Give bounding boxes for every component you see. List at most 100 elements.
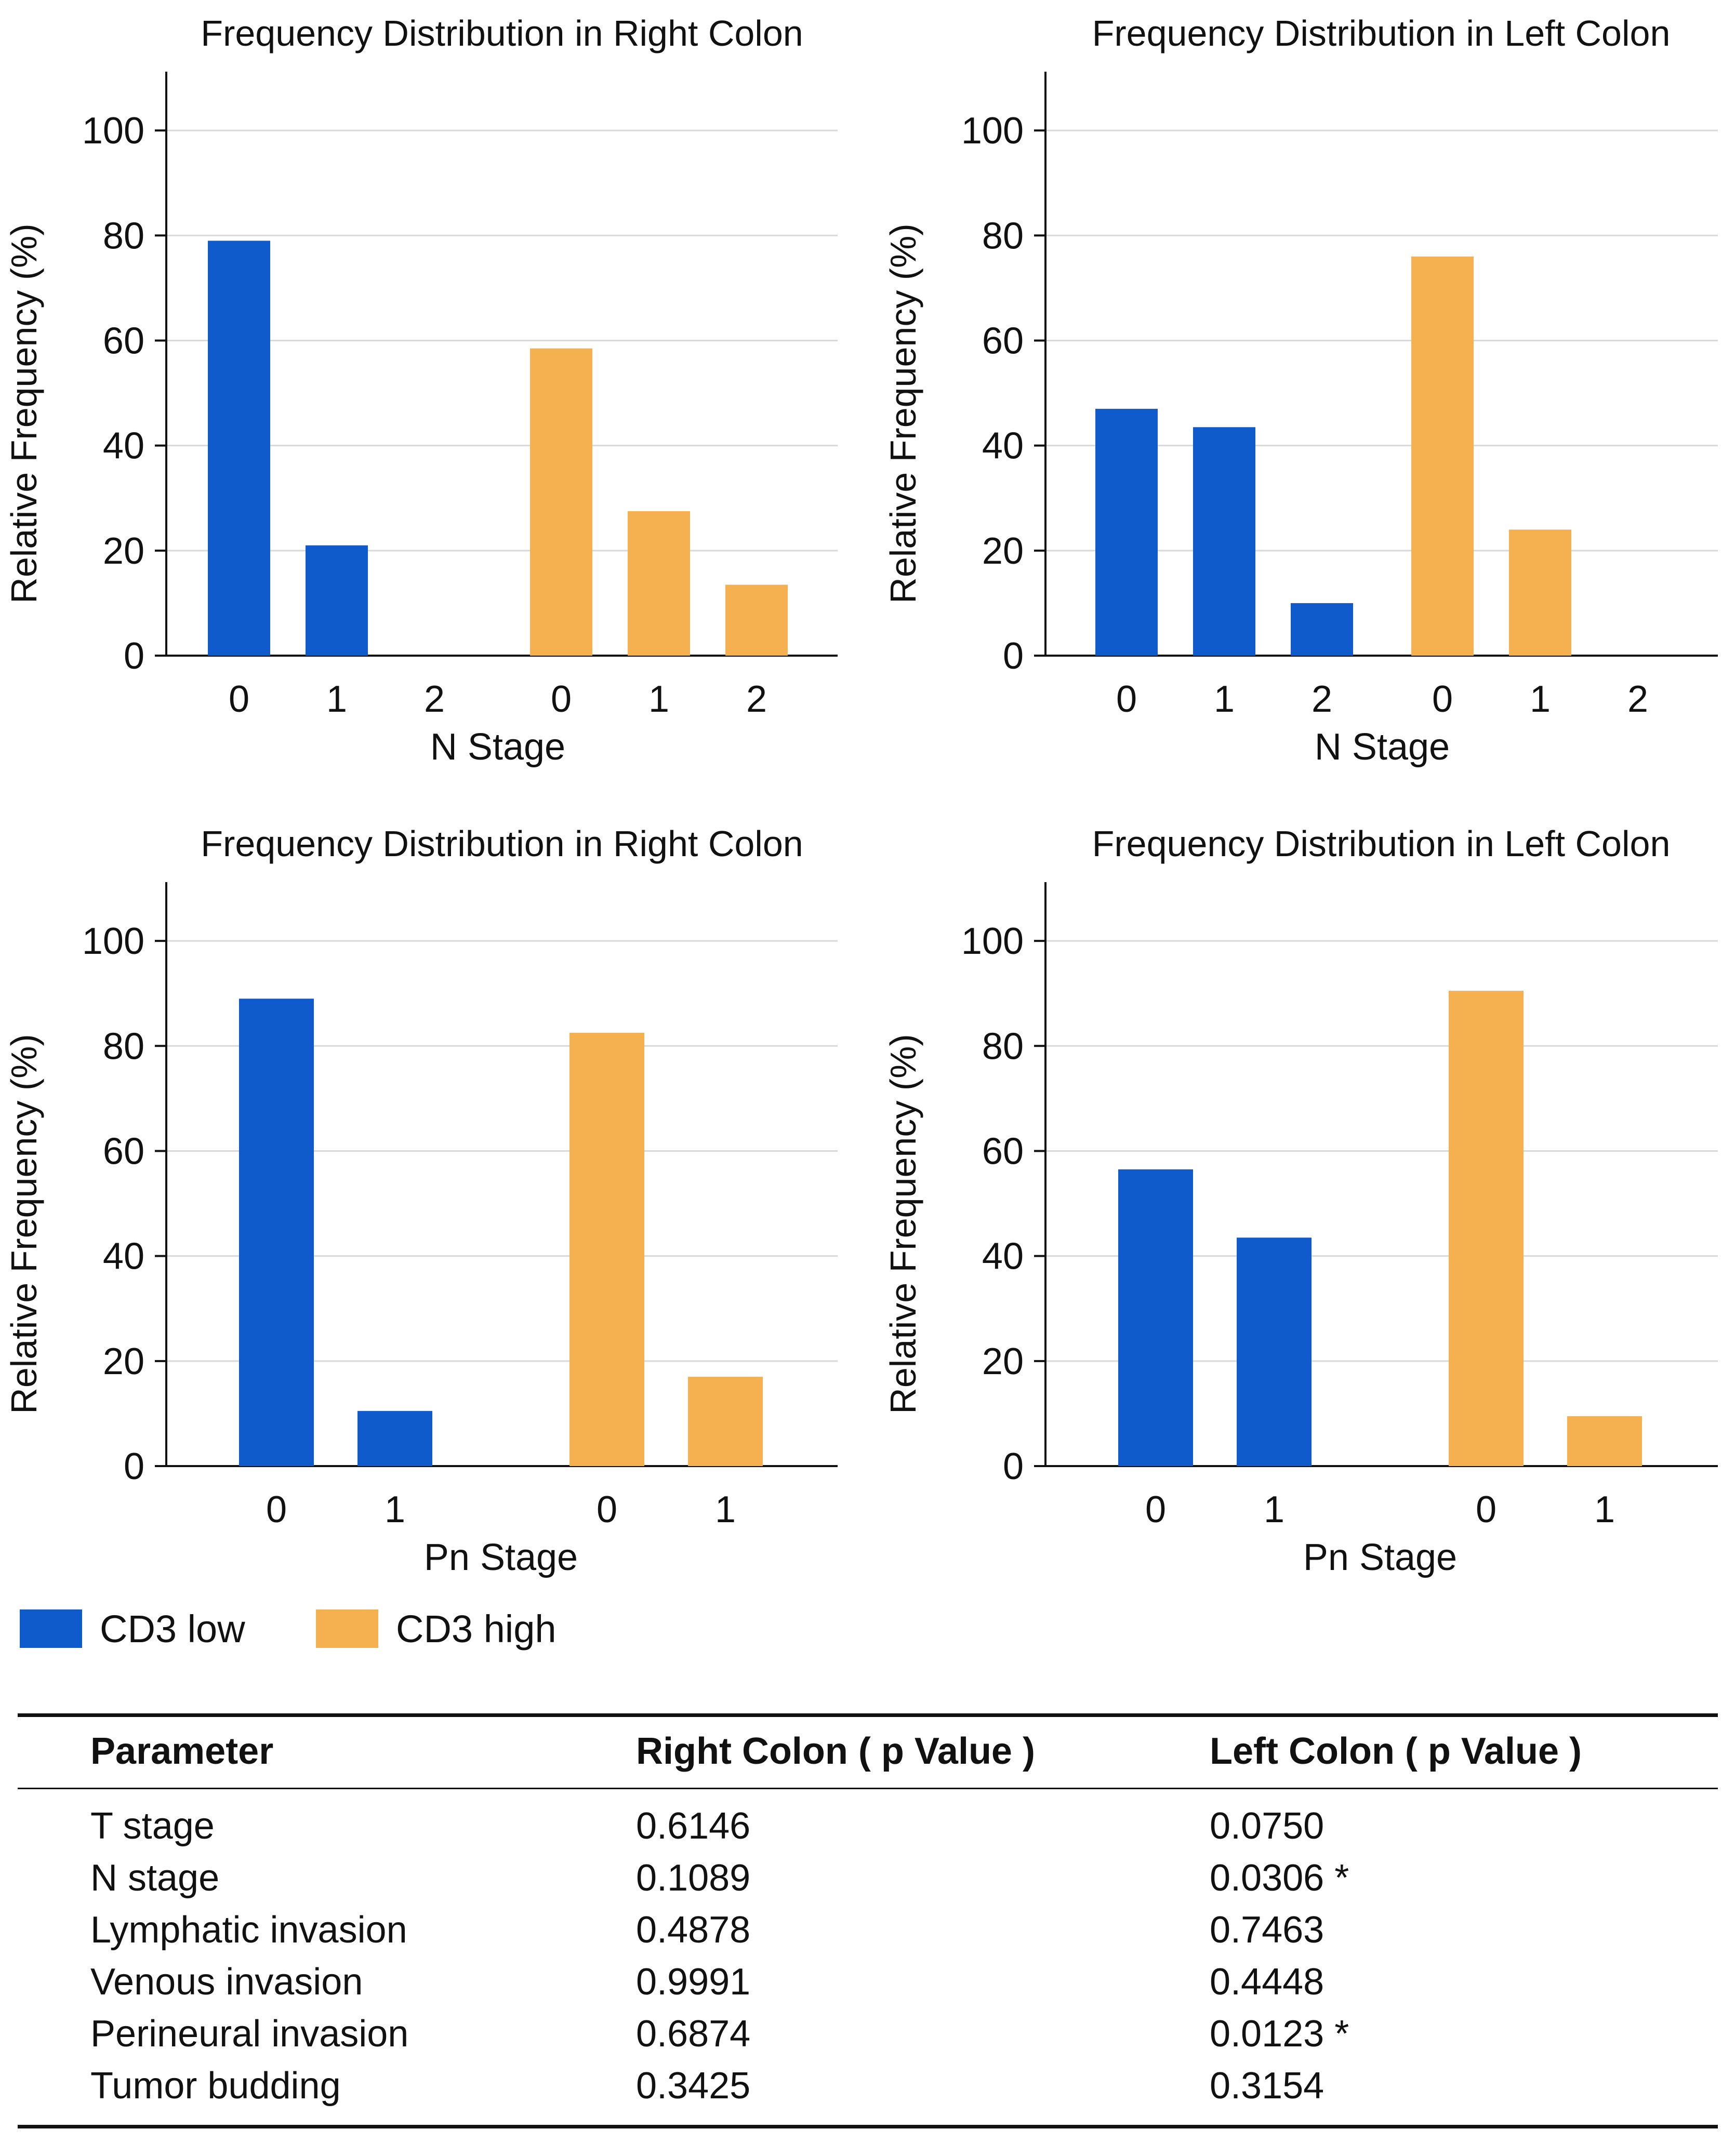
panel-4-bar-cd3-low-1 xyxy=(1237,1237,1312,1466)
panel-2-bar-cd3-low-2 xyxy=(1291,603,1353,656)
panel-1-bar-cd3-low-0 xyxy=(208,241,270,656)
panel-3-chart-title: Frequency Distribution in Right Colon xyxy=(201,823,803,864)
row-5-left: 0.0123 * xyxy=(1210,2013,1349,2055)
legend-item-cd3-high: CD3 high xyxy=(316,1607,557,1651)
panel-2-y-tick-label-100: 100 xyxy=(961,110,1024,152)
row-3-parameter: Lymphatic invasion xyxy=(90,1909,407,1951)
row-1-left: 0.0750 xyxy=(1210,1805,1325,1847)
panel-1-y-tick-label-0: 0 xyxy=(124,635,144,677)
panel-4-y-tick-label-20: 20 xyxy=(982,1341,1024,1382)
header-left-colon: Left Colon ( p Value ) xyxy=(1210,1731,1582,1772)
panel-3-x-tick-label-cd3-high-1: 1 xyxy=(715,1489,736,1531)
panel-2-y-tick-label-0: 0 xyxy=(1003,635,1024,677)
panel-3-x-tick-label-cd3-low-1: 1 xyxy=(385,1489,405,1531)
charts-area: Frequency Distribution in Right Colon020… xyxy=(4,13,1718,1578)
panel-2-chart-title: Frequency Distribution in Left Colon xyxy=(1092,13,1671,54)
panel-3-bar-cd3-low-0 xyxy=(239,999,314,1466)
panel-3-bar-cd3-high-1 xyxy=(688,1377,763,1466)
panel-2-y-tick-label-80: 80 xyxy=(982,215,1024,257)
row-4-parameter: Venous invasion xyxy=(90,1961,363,2003)
panel-4-bar-cd3-high-0 xyxy=(1449,991,1524,1466)
panel-4-y-tick-label-40: 40 xyxy=(982,1236,1024,1277)
row-1-right: 0.6146 xyxy=(636,1805,751,1847)
panel-2-y-tick-label-60: 60 xyxy=(982,320,1024,362)
panel-1-x-tick-label-cd3-low-0: 0 xyxy=(229,678,249,720)
panel-4-y-tick-label-0: 0 xyxy=(1003,1446,1024,1487)
panel-4-y-tick-label-60: 60 xyxy=(982,1130,1024,1172)
panel-1-x-tick-label-cd3-high-0: 0 xyxy=(551,678,572,720)
panel-3-bar-cd3-low-1 xyxy=(357,1410,432,1466)
row-5-parameter: Perineural invasion xyxy=(90,2013,409,2055)
panel-3-y-axis-label: Relative Frequency (%) xyxy=(4,1034,44,1414)
table-header-rule xyxy=(18,1788,1718,1789)
panel-3-y-tick-label-60: 60 xyxy=(103,1130,144,1172)
legend-label-cd3-low: CD3 low xyxy=(100,1607,245,1651)
panel-1-x-tick-label-cd3-high-2: 2 xyxy=(746,678,767,720)
row-3-left: 0.7463 xyxy=(1210,1909,1325,1951)
row-2-left: 0.0306 * xyxy=(1210,1857,1349,1899)
row-5-right: 0.6874 xyxy=(636,2013,751,2055)
panel-3-bar-cd3-high-0 xyxy=(569,1033,644,1466)
table-top-rule xyxy=(18,1713,1718,1717)
panel-4-x-axis-label: Pn Stage xyxy=(1303,1537,1457,1578)
panel-1-x-tick-label-cd3-high-1: 1 xyxy=(648,678,669,720)
panel-1-bar-cd3-high-1 xyxy=(628,511,690,656)
panel-4-chart-title: Frequency Distribution in Left Colon xyxy=(1092,823,1671,864)
row-1-parameter: T stage xyxy=(90,1805,215,1847)
panel-1-chart-title: Frequency Distribution in Right Colon xyxy=(201,13,803,54)
legend-swatch-cd3-low xyxy=(20,1609,82,1648)
header-right-colon: Right Colon ( p Value ) xyxy=(636,1731,1035,1772)
panel-4-x-tick-label-cd3-low-0: 0 xyxy=(1145,1489,1166,1531)
panel-2-x-tick-label-cd3-high-1: 1 xyxy=(1530,678,1551,720)
panel-4-x-tick-label-cd3-low-1: 1 xyxy=(1264,1489,1284,1531)
panel-2-bar-cd3-high-1 xyxy=(1509,529,1571,656)
panel-4-y-axis-label: Relative Frequency (%) xyxy=(883,1034,923,1414)
panel-4-y-tick-label-100: 100 xyxy=(961,921,1024,962)
panel-4-bar-cd3-low-0 xyxy=(1118,1169,1193,1466)
panel-1-bar-cd3-low-1 xyxy=(306,545,368,656)
row-3-right: 0.4878 xyxy=(636,1909,751,1951)
panel-2-y-tick-label-40: 40 xyxy=(982,425,1024,467)
panel-4-bar-cd3-high-1 xyxy=(1567,1416,1642,1466)
row-2-right: 0.1089 xyxy=(636,1857,751,1899)
legend-swatch-cd3-high xyxy=(316,1609,378,1648)
panel-4-x-tick-label-cd3-high-0: 0 xyxy=(1476,1489,1496,1531)
row-2-parameter: N stage xyxy=(90,1857,220,1899)
panel-1-bar-cd3-high-2 xyxy=(725,584,788,656)
panel-2-bar-cd3-low-1 xyxy=(1193,427,1255,656)
panel-1-y-axis-label: Relative Frequency (%) xyxy=(4,223,44,603)
panel-2-y-axis-label: Relative Frequency (%) xyxy=(883,223,923,603)
panel-3-x-tick-label-cd3-low-0: 0 xyxy=(266,1489,287,1531)
panel-1-y-tick-label-60: 60 xyxy=(103,320,144,362)
panel-3-x-axis-label: Pn Stage xyxy=(424,1537,578,1578)
panel-2-bar-cd3-low-0 xyxy=(1095,408,1158,656)
panel-1-x-tick-label-cd3-low-1: 1 xyxy=(326,678,347,720)
row-6-left: 0.3154 xyxy=(1210,2065,1325,2107)
panel-2-x-axis-label: N Stage xyxy=(1315,726,1450,768)
legend-label-cd3-high: CD3 high xyxy=(396,1607,557,1651)
panel-1-y-tick-label-20: 20 xyxy=(103,530,144,572)
header-parameter: Parameter xyxy=(90,1731,274,1772)
panel-2-x-tick-label-cd3-low-0: 0 xyxy=(1116,678,1137,720)
row-4-left: 0.4448 xyxy=(1210,1961,1325,2003)
legend-item-cd3-low: CD3 low xyxy=(20,1607,245,1651)
panel-3-y-tick-label-0: 0 xyxy=(124,1446,144,1487)
panel-2-x-tick-label-cd3-low-1: 1 xyxy=(1214,678,1235,720)
panel-4-y-tick-label-80: 80 xyxy=(982,1026,1024,1067)
row-6-right: 0.3425 xyxy=(636,2065,751,2107)
row-6-parameter: Tumor budding xyxy=(90,2065,341,2107)
table-bottom-rule xyxy=(18,2125,1718,2128)
panel-1-y-tick-label-40: 40 xyxy=(103,425,144,467)
panel-1-bar-cd3-high-0 xyxy=(530,348,592,656)
panel-3-y-tick-label-80: 80 xyxy=(103,1026,144,1067)
panel-1-y-tick-label-80: 80 xyxy=(103,215,144,257)
panel-3-y-tick-label-100: 100 xyxy=(82,921,144,962)
panel-2-x-tick-label-cd3-high-0: 0 xyxy=(1432,678,1453,720)
panel-1-x-axis-label: N Stage xyxy=(430,726,565,768)
panel-2-x-tick-label-cd3-high-2: 2 xyxy=(1627,678,1648,720)
panel-3-y-tick-label-40: 40 xyxy=(103,1236,144,1277)
panel-3-x-tick-label-cd3-high-0: 0 xyxy=(597,1489,617,1531)
panel-2-x-tick-label-cd3-low-2: 2 xyxy=(1312,678,1332,720)
panel-1-y-tick-label-100: 100 xyxy=(82,110,144,152)
panel-4-x-tick-label-cd3-high-1: 1 xyxy=(1594,1489,1615,1531)
